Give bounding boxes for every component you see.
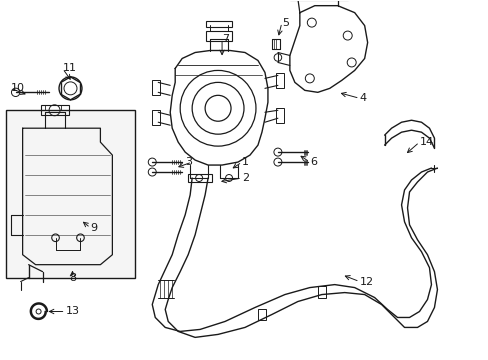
Bar: [188, 174, 212, 182]
Text: 12: 12: [359, 276, 373, 287]
Bar: [275, 73, 284, 88]
Bar: [258, 309, 265, 320]
Text: 8: 8: [69, 273, 76, 283]
Text: 14: 14: [419, 137, 433, 147]
Text: 2: 2: [242, 173, 248, 183]
Text: 6: 6: [309, 157, 316, 167]
Text: 9: 9: [90, 223, 98, 233]
Text: 5: 5: [281, 18, 288, 28]
Bar: [152, 80, 160, 95]
Bar: [41, 105, 68, 115]
Text: 1: 1: [242, 157, 248, 167]
Text: 7: 7: [222, 33, 229, 44]
Text: 3: 3: [185, 157, 192, 167]
Text: 13: 13: [65, 306, 80, 316]
Text: 4: 4: [359, 93, 366, 103]
Text: 11: 11: [62, 63, 76, 73]
Bar: [6, 110, 135, 278]
Bar: [317, 285, 325, 298]
Bar: [275, 108, 284, 123]
Text: 10: 10: [11, 84, 24, 93]
Bar: [205, 21, 232, 27]
Bar: [152, 110, 160, 125]
Bar: [205, 31, 232, 41]
